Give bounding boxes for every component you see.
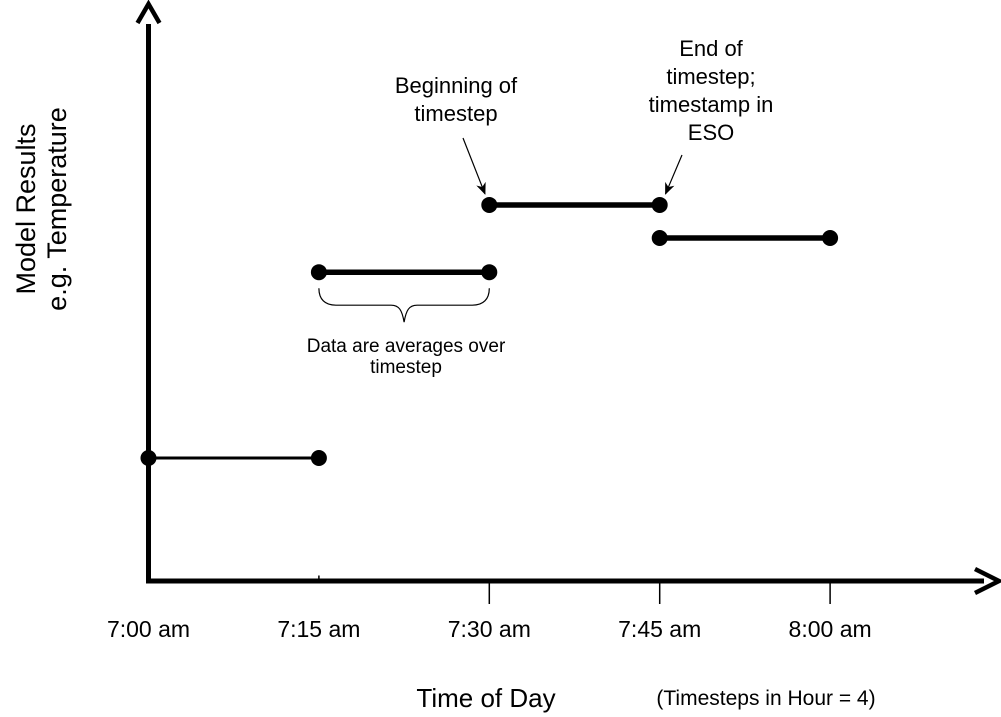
y-axis-arrowhead-icon <box>135 0 162 25</box>
x-tick-label-730am: 7:30 am <box>447 616 531 642</box>
annotation-arrow-beginning <box>462 137 486 195</box>
segment-0-end-dot <box>310 450 327 467</box>
segment-1-start-dot <box>310 264 327 281</box>
annotation-data-averages: Data are averages over timestep <box>307 336 506 378</box>
y-axis-label-line1: Model Results <box>11 123 41 295</box>
x-axis-note: (Timesteps in Hour = 4) <box>656 687 876 710</box>
x-tick-label-715am: 7:15 am <box>277 616 361 642</box>
y-axis-label: Model Results e.g. Temperature <box>11 107 73 311</box>
annotation-beginning-line1: Beginning of <box>394 73 518 98</box>
annotation-end-line4: ESO <box>687 120 735 145</box>
annotation-end-line3: timestamp in <box>648 92 774 117</box>
x-tick-label-745am: 7:45 am <box>618 616 702 642</box>
annotation-beginning-line2: timestep <box>414 101 498 126</box>
y-axis-label-line2: e.g. Temperature <box>42 107 72 311</box>
x-axis-label: Time of Day <box>416 683 556 713</box>
segment-1-end-dot <box>481 264 498 281</box>
segment-0-start-dot <box>140 450 157 467</box>
segment-2-start-dot <box>481 196 498 213</box>
segment-2-end-dot <box>651 196 668 213</box>
annotation-end-line2: timestep; <box>666 64 756 89</box>
segment-3-start-dot <box>651 230 668 246</box>
annotation-averages-line2: timestep <box>370 357 442 378</box>
annotation-beginning-of-timestep: Beginning of timestep <box>395 72 517 128</box>
annotation-averages-line1: Data are averages over <box>306 336 506 357</box>
x-tick-label-800am: 8:00 am <box>788 616 872 642</box>
x-tick-label-700am: 7:00 am <box>106 616 191 642</box>
annotation-end-line1: End of <box>679 36 743 61</box>
annotation-arrow-end <box>664 154 683 195</box>
segment-3-end-dot <box>822 230 839 246</box>
brace-under-segment <box>318 288 490 323</box>
annotation-end-of-timestep: End of timestep; timestamp in ESO <box>649 35 774 147</box>
x-axis-arrowhead-icon <box>973 566 1001 596</box>
